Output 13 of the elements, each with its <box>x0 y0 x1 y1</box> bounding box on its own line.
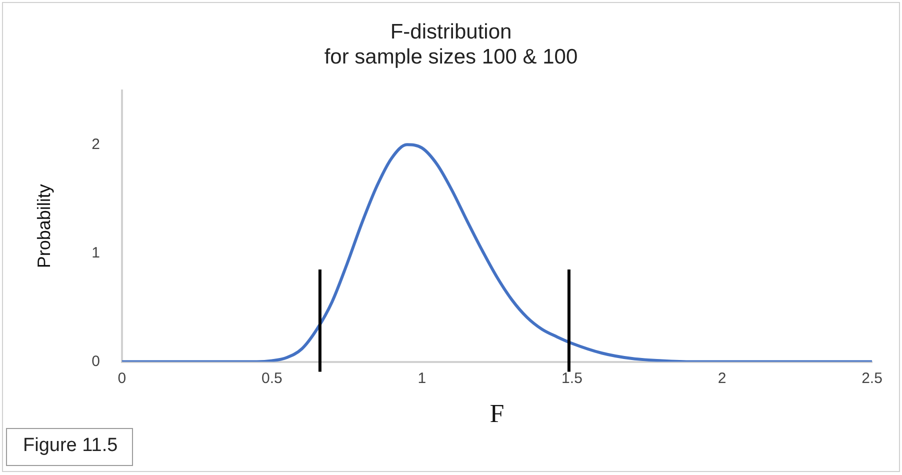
x-tick-label: 2 <box>718 370 726 387</box>
x-tick-label: 0 <box>118 370 126 387</box>
x-axis-title: F <box>490 399 504 428</box>
y-tick-label: 0 <box>92 352 100 370</box>
x-tick-label: 1.5 <box>562 370 582 387</box>
x-tick-label: 2.5 <box>862 370 882 387</box>
chart-title: F-distribution for sample sizes 100 & 100 <box>324 20 578 69</box>
y-tick-label: 2 <box>92 136 100 153</box>
caption: Figure 11.5 <box>6 428 133 466</box>
y-tick-label: 1 <box>92 244 100 262</box>
y-axis-title: Probability <box>34 184 54 268</box>
x-tick-label: 0.5 <box>262 370 282 387</box>
x-tick-label: 1 <box>418 370 426 387</box>
